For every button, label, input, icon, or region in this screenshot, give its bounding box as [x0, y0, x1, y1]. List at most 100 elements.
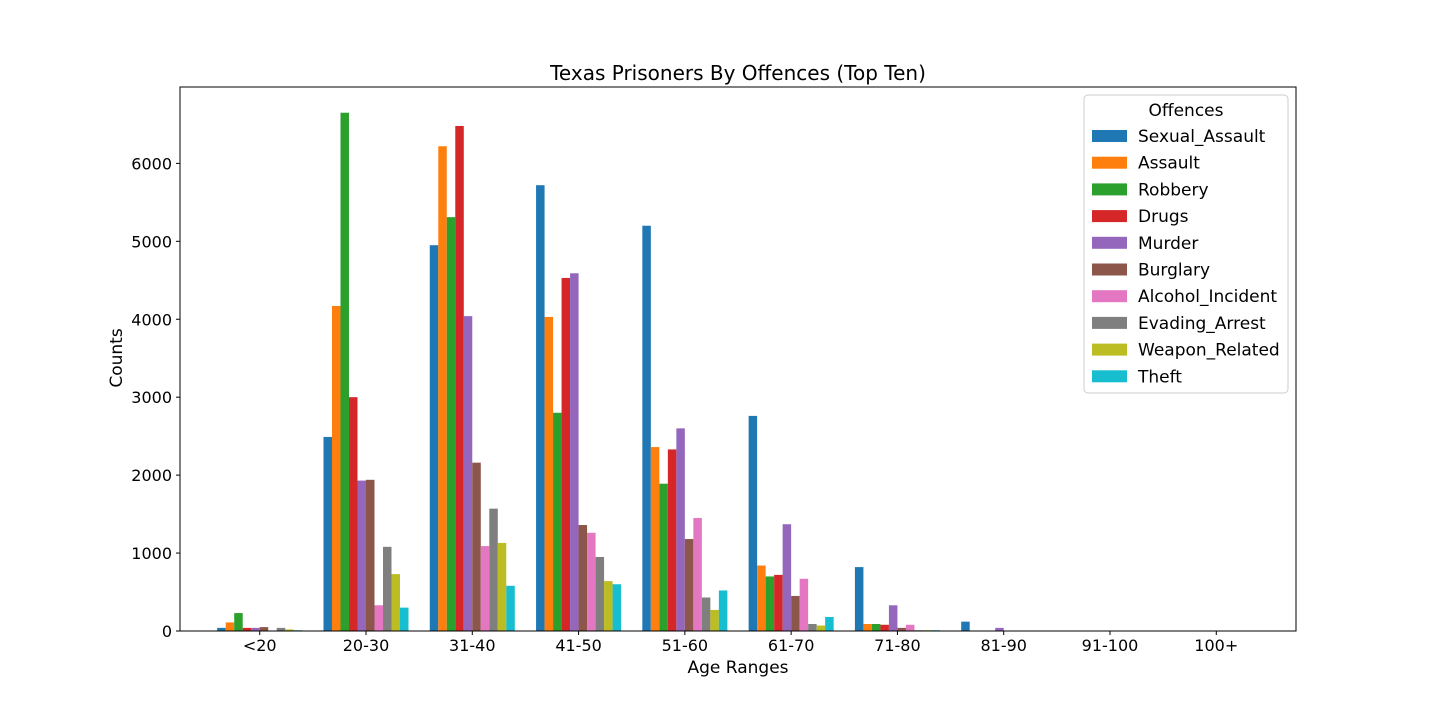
- legend-label: Murder: [1138, 234, 1198, 254]
- legend-box: [1083, 94, 1289, 394]
- legend-label: Theft: [1137, 367, 1182, 387]
- legend-swatch: [1092, 290, 1127, 303]
- bar-murder-3: [570, 273, 579, 631]
- bar-alcohol-incident-1: [374, 605, 383, 631]
- bar-drugs-1: [348, 397, 358, 631]
- bar-assault-2: [438, 146, 447, 632]
- bar-alcohol-incident-4: [693, 517, 702, 631]
- bar-theft-1: [400, 607, 409, 631]
- bar-burglary-4: [684, 539, 694, 631]
- bar-evading-arrest-1: [383, 546, 392, 631]
- x-axis-label: Age Ranges: [687, 658, 788, 678]
- bar-sexual-assault-0: [217, 627, 226, 631]
- bar-sexual-assault-6: [854, 567, 864, 631]
- bar-theft-2: [506, 585, 515, 631]
- legend-label: Burglary: [1138, 261, 1210, 281]
- y-tick-label: 2000: [131, 466, 172, 485]
- bar-alcohol-incident-5: [799, 578, 809, 631]
- bar-drugs-0: [242, 627, 252, 631]
- plot-frame: [179, 86, 1297, 632]
- bar-burglary-5: [791, 595, 800, 631]
- bar-weapon-related-1: [391, 574, 401, 631]
- bar-sexual-assault-4: [642, 225, 651, 632]
- bar-burglary-1: [366, 479, 375, 631]
- bar-assault-5: [757, 565, 766, 631]
- bar-sexual-assault-1: [323, 436, 332, 631]
- y-tick-label: 1000: [131, 544, 172, 563]
- bar-murder-2: [463, 316, 473, 631]
- bar-robbery-1: [340, 112, 349, 632]
- legend-swatch: [1092, 316, 1127, 329]
- x-tick-label: 91-100: [1082, 636, 1139, 655]
- y-axis: 0 1000 2000 3000 4000 5000 6000: [131, 154, 180, 641]
- bar-drugs-4: [667, 449, 677, 631]
- y-tick-label: 5000: [131, 232, 172, 251]
- bar-robbery-2: [446, 217, 456, 631]
- bar-murder-5: [782, 524, 792, 631]
- bar-murder-1: [357, 480, 366, 631]
- bar-sexual-assault-5: [748, 415, 758, 631]
- bar-burglary-3: [578, 525, 588, 631]
- bar-drugs-2: [455, 125, 464, 631]
- bar-drugs-3: [561, 277, 571, 631]
- bar-alcohol-incident-3: [587, 532, 596, 631]
- bar-weapon-related-0: [285, 629, 294, 631]
- legend-title: Offences: [1149, 101, 1224, 121]
- bar-assault-1: [331, 306, 341, 631]
- bar-evading-arrest-2: [489, 508, 498, 631]
- legend-swatch: [1092, 263, 1127, 276]
- legend-label: Robbery: [1138, 180, 1209, 200]
- y-tick-label: 0: [162, 622, 172, 641]
- bar-murder-4: [676, 428, 685, 631]
- bar-theft-3: [612, 584, 622, 631]
- bar-burglary-2: [472, 462, 481, 631]
- bar-sexual-assault-2: [429, 245, 439, 631]
- legend-label: Assault: [1138, 154, 1200, 174]
- legend-swatch: [1092, 130, 1127, 142]
- bar-weapon-related-5: [816, 625, 826, 631]
- y-tick-label: 4000: [131, 310, 172, 329]
- x-tick-label: 31-40: [449, 636, 496, 655]
- bar-weapon-related-4: [710, 609, 719, 631]
- y-axis-label: Counts: [107, 328, 127, 387]
- legend-label: Drugs: [1138, 207, 1189, 227]
- legend-items: Sexual_Assault Assault Robbery Drugs Murder B…: [1092, 127, 1280, 387]
- bar-burglary-6: [897, 627, 906, 631]
- x-tick-label: 51-60: [662, 636, 709, 655]
- x-tick-label: <20: [243, 636, 277, 655]
- y-tick-label: 3000: [131, 388, 172, 407]
- y-tick-label: 6000: [131, 154, 172, 173]
- bar-weapon-related-2: [497, 542, 507, 631]
- bar-robbery-0: [234, 613, 243, 631]
- bar-drugs-6: [880, 624, 889, 631]
- x-tick-label: 61-70: [768, 636, 815, 655]
- legend-swatch: [1092, 236, 1127, 249]
- legend-swatch: [1092, 183, 1127, 196]
- bar-sexual-assault-3: [536, 185, 545, 631]
- bar-theft-4: [718, 590, 728, 631]
- x-tick-label: 20-30: [343, 636, 390, 655]
- bars-group: [217, 112, 1021, 632]
- legend: Offences Sexual_Assault Assault Robbery Dru…: [1083, 94, 1289, 394]
- legend-label: Sexual_Assault: [1138, 127, 1266, 147]
- bar-sexual-assault-7: [961, 621, 970, 631]
- bar-theft-5: [825, 616, 834, 631]
- bar-assault-0: [225, 622, 235, 631]
- bar-weapon-related-3: [604, 581, 613, 631]
- bar-assault-3: [544, 316, 554, 631]
- x-tick-label: 71-80: [874, 636, 921, 655]
- legend-label: Evading_Arrest: [1138, 314, 1266, 334]
- bar-robbery-6: [871, 623, 881, 631]
- chart-title: Texas Prisoners By Offences (Top Ten): [549, 61, 926, 85]
- bar-murder-6: [888, 605, 898, 631]
- bar-robbery-4: [659, 483, 668, 631]
- bar-murder-7: [995, 627, 1004, 631]
- bar-evading-arrest-3: [595, 556, 605, 631]
- bar-evading-arrest-4: [701, 597, 711, 631]
- legend-label: Weapon_Related: [1138, 341, 1280, 361]
- bar-evading-arrest-5: [808, 623, 817, 631]
- bar-burglary-0: [259, 627, 269, 631]
- legend-label: Alcohol_Incident: [1138, 287, 1277, 307]
- bar-alcohol-incident-6: [905, 624, 915, 631]
